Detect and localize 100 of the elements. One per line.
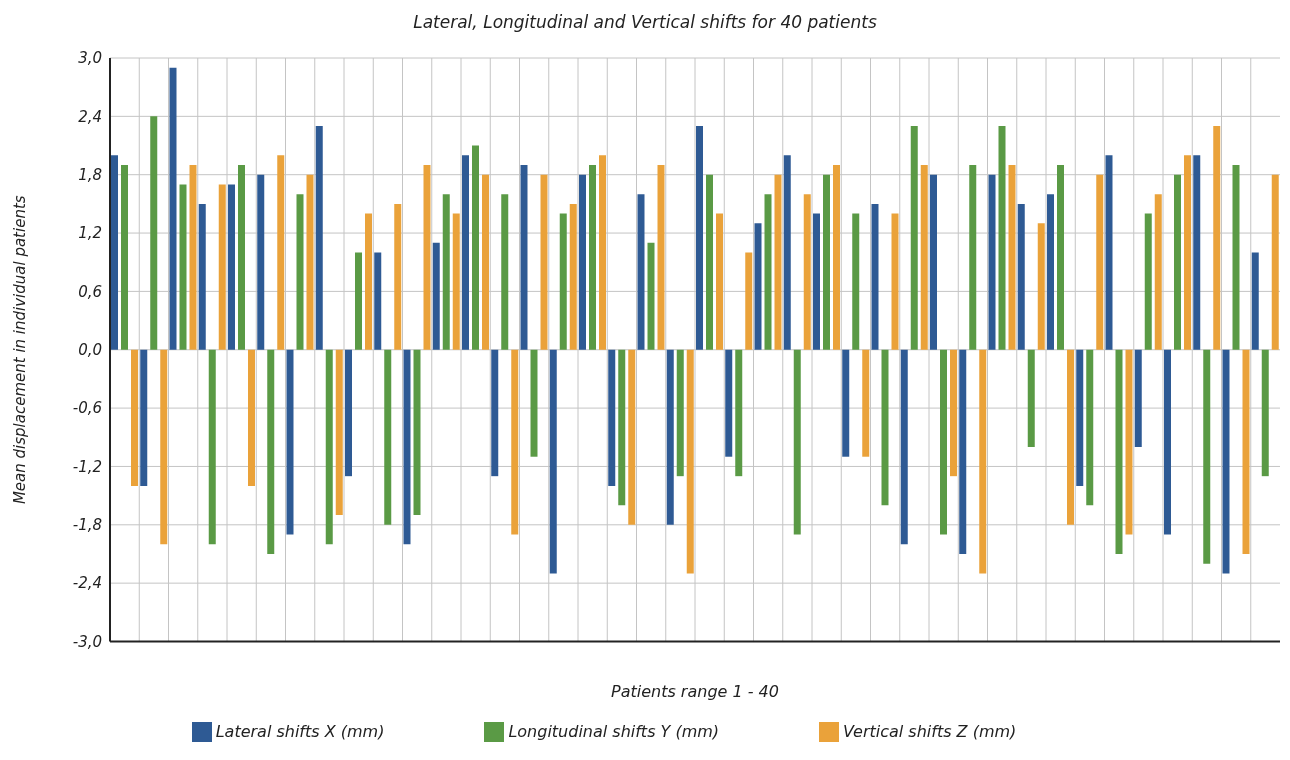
bar	[1222, 349, 1230, 574]
legend-label: Lateral shifts X (mm)	[215, 721, 385, 741]
bar	[833, 164, 840, 350]
bar	[891, 213, 899, 350]
bar	[150, 116, 158, 350]
bar	[910, 126, 918, 350]
bar	[549, 349, 557, 574]
bar	[286, 349, 294, 535]
bar	[647, 242, 655, 350]
y-tick-label: 0,0	[78, 341, 102, 360]
y-tick-label: -1,2	[72, 457, 102, 476]
bar	[686, 349, 694, 574]
bar	[706, 174, 713, 350]
y-tick-label: 0,6	[78, 282, 102, 301]
bar	[940, 349, 947, 535]
bar	[1027, 349, 1035, 447]
y-tick-label: -1,8	[72, 516, 102, 535]
bar	[1193, 155, 1201, 350]
y-tick-label: 1,2	[78, 224, 102, 243]
bar	[842, 349, 850, 457]
bar	[335, 349, 343, 516]
bar	[345, 349, 352, 477]
bar	[501, 194, 509, 350]
bar	[355, 252, 362, 350]
bar	[218, 184, 226, 350]
bar	[618, 349, 626, 506]
bar	[1057, 164, 1064, 350]
bar	[208, 349, 216, 545]
bar	[1037, 223, 1045, 350]
bar	[257, 174, 265, 350]
bar	[998, 126, 1006, 350]
bar	[569, 203, 577, 350]
bar	[530, 349, 538, 457]
bar	[315, 126, 323, 350]
y-tick-label: -3,0	[72, 632, 102, 651]
bar	[745, 252, 753, 350]
bar	[959, 349, 967, 554]
bar	[267, 349, 275, 554]
bar	[881, 349, 889, 506]
bar	[277, 155, 285, 350]
bar	[608, 349, 616, 486]
bar	[988, 174, 996, 350]
y-tick-label: -0,6	[72, 399, 102, 418]
bar	[325, 349, 333, 545]
bar	[979, 349, 987, 574]
bar	[131, 349, 138, 486]
bar	[365, 213, 372, 350]
y-tick-label: 1,8	[78, 166, 102, 185]
bar	[657, 164, 665, 350]
bar	[589, 164, 596, 350]
bar	[1154, 194, 1162, 350]
bar	[442, 194, 450, 350]
bar	[969, 164, 977, 350]
bar	[930, 174, 937, 350]
bar	[111, 155, 118, 350]
bar	[1184, 155, 1191, 350]
bar	[540, 174, 548, 350]
bar	[628, 349, 636, 525]
chart-title: Lateral, Longitudinal and Vertical shifts for 40 patients	[412, 12, 878, 32]
bar	[511, 349, 519, 535]
bar	[1115, 349, 1123, 554]
bar	[774, 174, 782, 350]
bar	[735, 349, 743, 477]
bar	[676, 349, 684, 477]
bar	[1174, 174, 1181, 350]
bar	[1232, 164, 1240, 350]
bar	[1086, 349, 1094, 506]
bar	[1096, 174, 1104, 350]
bar	[783, 155, 791, 350]
bar	[306, 174, 314, 350]
bar	[1017, 203, 1025, 350]
x-axis-title: Patients range 1 - 40	[611, 681, 779, 701]
bar	[1125, 349, 1133, 535]
y-axis-title: Mean displacement in individual patients	[11, 195, 30, 505]
bar	[1105, 155, 1113, 350]
bar	[900, 349, 908, 545]
legend-label: Longitudinal shifts Y (mm)	[508, 721, 720, 741]
bar	[491, 349, 499, 477]
bar	[423, 164, 431, 350]
bar	[296, 194, 304, 350]
bar	[871, 203, 879, 350]
bar	[1271, 174, 1279, 350]
bar	[238, 164, 245, 350]
bar	[1164, 349, 1171, 535]
bar	[1047, 194, 1054, 350]
bar	[482, 174, 489, 350]
bar	[189, 164, 197, 350]
bar	[179, 184, 187, 350]
bar	[394, 203, 402, 350]
bar	[823, 174, 830, 350]
legend-label: Vertical shifts Z (mm)	[843, 721, 1017, 741]
bar	[559, 213, 567, 350]
y-tick-label: -2,4	[72, 574, 102, 593]
bar	[579, 174, 586, 350]
bar	[1261, 349, 1269, 477]
y-tick-label: 3,0	[78, 49, 102, 68]
bar	[793, 349, 801, 535]
bar	[1203, 349, 1211, 564]
bar	[599, 155, 606, 350]
bar	[520, 164, 528, 350]
